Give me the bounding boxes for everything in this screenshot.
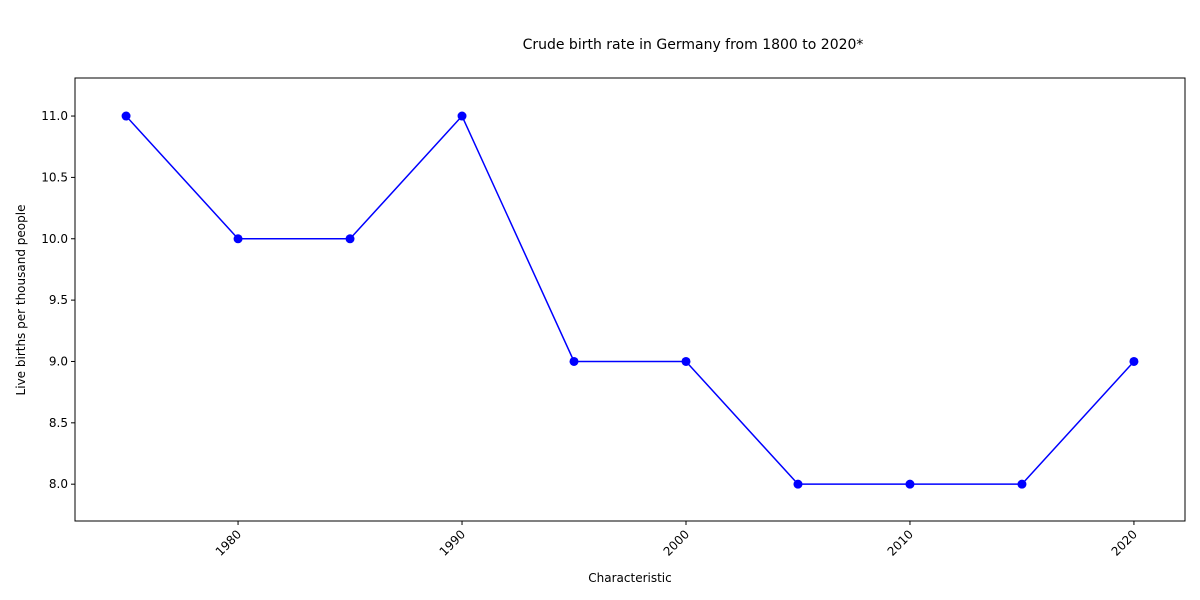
y-tick-label: 11.0 [41, 109, 68, 123]
marker [121, 111, 131, 121]
marker [233, 234, 243, 244]
y-axis-label: Live births per thousand people [14, 205, 28, 396]
y-tick-label: 8.0 [49, 477, 68, 491]
marker [905, 479, 915, 489]
marker [681, 356, 691, 366]
marker [793, 479, 803, 489]
y-tick-label: 9.5 [49, 293, 68, 307]
y-tick-label: 10.0 [41, 232, 68, 246]
chart-title: Crude birth rate in Germany from 1800 to… [523, 37, 864, 53]
line [125, 114, 1135, 485]
y-tick-label: 10.5 [41, 170, 68, 184]
marker [569, 356, 579, 366]
x-axis-label: Characteristic [588, 571, 671, 585]
plot-frame [74, 77, 1186, 522]
marker [1129, 356, 1139, 366]
marker [457, 111, 467, 121]
y-tick-label: 9.0 [49, 354, 68, 368]
marker [345, 234, 355, 244]
marker [1017, 479, 1027, 489]
y-tick-label: 8.5 [49, 416, 68, 430]
